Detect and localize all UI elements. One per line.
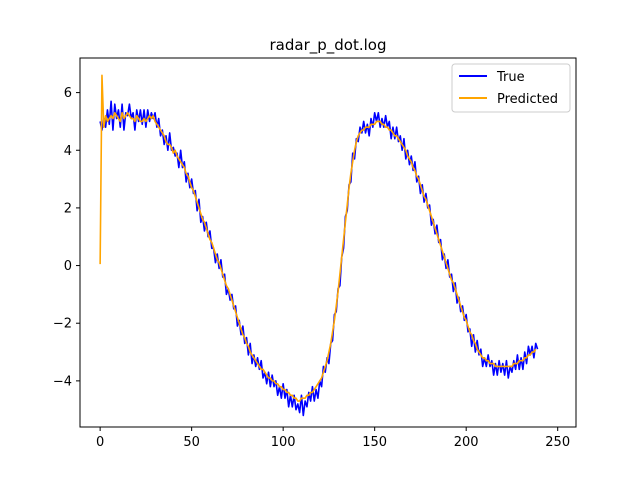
legend: True Predicted <box>451 63 571 113</box>
legend-label-predicted: Predicted <box>497 92 558 107</box>
x-tick-label: 50 <box>183 435 200 450</box>
series-line-predicted <box>99 74 537 402</box>
y-tick-label: 0 <box>64 259 72 274</box>
y-tick-label: 6 <box>64 86 72 101</box>
x-tick-label: 250 <box>545 435 570 450</box>
y-tick-label: −2 <box>53 317 72 332</box>
y-tick-label: 2 <box>64 201 72 216</box>
x-tick-label: 150 <box>362 435 387 450</box>
axes-frame <box>79 57 577 428</box>
y-tick-label: 4 <box>64 144 72 159</box>
y-tick-label: −4 <box>53 374 72 389</box>
x-tick-label: 0 <box>96 435 104 450</box>
legend-label-true: True <box>496 70 525 85</box>
chart-title: radar_p_dot.log <box>270 36 387 55</box>
x-tick-label: 100 <box>271 435 296 450</box>
x-tick-label: 200 <box>454 435 479 450</box>
plot-area <box>99 74 539 417</box>
axes: 0 50 100 150 200 250 −4 −2 0 2 4 6 <box>53 57 577 450</box>
